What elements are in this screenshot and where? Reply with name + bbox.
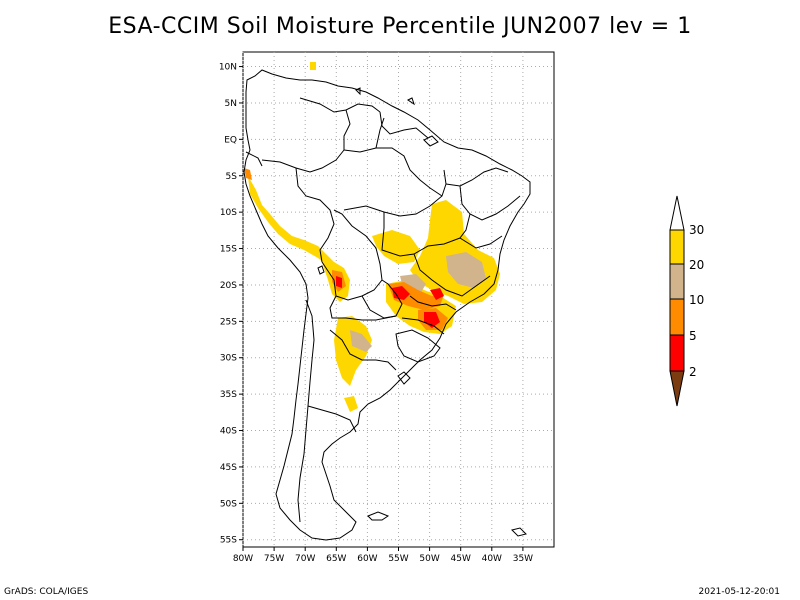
south-america-outline: [243, 69, 531, 541]
border-amazon-1: [343, 147, 443, 197]
lon-tick-label: 65W: [326, 554, 346, 564]
border-brazil-states-8: [459, 213, 503, 249]
border-paraguay: [361, 279, 403, 319]
lat-tick-label: EQ: [224, 135, 237, 145]
border-argentina-provinces: [329, 329, 397, 371]
island-caribbean-2: [407, 97, 415, 106]
soil-moisture-patches: [244, 62, 500, 412]
patch-orange-coast: [244, 168, 252, 180]
border-peru-brazil: [295, 167, 335, 263]
map-title: ESA-CCIM Soil Moisture Percentile JUN200…: [108, 14, 692, 39]
patch-central-brazil: [410, 200, 500, 304]
legend-colorbar: 30 20 10 5 2: [669, 195, 704, 407]
patch-red-goias: [430, 288, 444, 300]
border-brazil-states-5: [401, 317, 445, 335]
border-venezuela: [299, 97, 381, 113]
lat-tick-label: 45S: [220, 463, 237, 473]
border-colombia: [261, 109, 351, 173]
axis-ticks: 80W 75W 70W 65W 60W 55W 50W 45W 40W 35W 10N 5N EQ 5S 1…: [219, 63, 533, 564]
island-caribbean-1: [355, 87, 361, 96]
lon-tick-label: 70W: [295, 554, 315, 564]
border-patagonia: [307, 405, 357, 433]
lon-tick-label: 40W: [482, 554, 502, 564]
lon-tick-label: 45W: [451, 554, 471, 564]
border-amazon-2: [375, 117, 385, 149]
lat-tick-label: 10S: [220, 208, 237, 218]
coastline: [243, 69, 531, 541]
lat-tick-label: 35S: [220, 390, 237, 400]
patch-tan-east-brazil: [446, 252, 486, 288]
lat-tick-label: 25S: [220, 317, 237, 327]
lake-titicaca: [317, 265, 325, 275]
island-east: [511, 527, 527, 537]
lon-tick-label: 35W: [513, 554, 533, 564]
lon-tick-label: 80W: [233, 554, 253, 564]
legend-label-2: 2: [689, 365, 697, 379]
footer-credit: GrADS: COLA/IGES: [4, 587, 89, 597]
border-brazil-states-7: [459, 185, 521, 221]
legend-label-20: 20: [689, 258, 704, 272]
lon-tick-label: 60W: [357, 554, 377, 564]
patch-argentina-north: [334, 316, 372, 386]
patch-red-bolivia: [336, 276, 342, 288]
island-marajo: [423, 135, 439, 147]
legend-arrow-top: [669, 195, 685, 231]
legend-swatch-2-5: [669, 334, 685, 372]
legend-arrow-bottom: [669, 370, 685, 407]
lon-tick-label: 55W: [388, 554, 408, 564]
lat-tick-label: 55S: [220, 536, 237, 546]
legend-label-10: 10: [689, 293, 704, 307]
border-uruguay: [395, 329, 441, 363]
legend-label-30: 30: [689, 223, 704, 237]
border-argentina-chile: [297, 299, 315, 523]
lat-tick-label: 20S: [220, 281, 237, 291]
lat-tick-label: 5N: [225, 99, 237, 109]
border-ecuador: [245, 151, 263, 167]
legend-swatch-20-30: [669, 229, 685, 265]
gridlines: [242, 52, 554, 547]
legend-label-5: 5: [689, 329, 697, 343]
patch-north-coast: [310, 62, 316, 70]
legend-swatch-10-20: [669, 263, 685, 300]
patch-peru-andes: [248, 176, 336, 268]
lat-tick-label: 40S: [220, 427, 237, 437]
lat-tick-label: 30S: [220, 354, 237, 364]
lat-tick-label: 50S: [220, 499, 237, 509]
falkland-islands: [367, 511, 390, 521]
lagoon-patos: [397, 371, 411, 385]
border-guianas: [379, 111, 429, 139]
border-brazil-states-4: [409, 295, 457, 311]
footer-timestamp: 2021-05-12-20:01: [698, 587, 781, 597]
patch-red-parana: [392, 286, 410, 300]
border-brazil-states-1: [343, 169, 447, 217]
border-brazil-states-2: [381, 212, 461, 257]
patch-tan-chaco: [350, 330, 372, 352]
lat-tick-label: 10N: [219, 63, 237, 73]
border-brazil-states-3: [413, 253, 491, 297]
lat-tick-label: 15S: [220, 245, 237, 255]
patch-argentina-central: [344, 396, 358, 412]
patch-paraguay-north: [372, 230, 420, 264]
lon-tick-label: 50W: [419, 554, 439, 564]
legend-swatch-5-10: [669, 298, 685, 336]
lon-tick-label: 75W: [264, 554, 284, 564]
border-brazil-states-6: [445, 167, 509, 187]
border-argentina-north: [329, 295, 397, 321]
lat-tick-label: 5S: [226, 172, 238, 182]
